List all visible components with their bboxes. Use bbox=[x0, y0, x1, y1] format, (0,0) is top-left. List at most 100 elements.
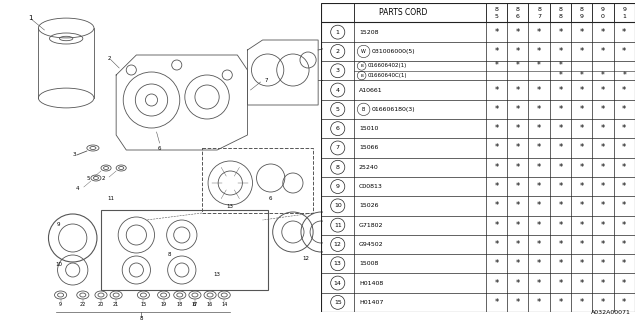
Text: *: * bbox=[495, 85, 499, 94]
Text: 4: 4 bbox=[336, 88, 340, 92]
Text: *: * bbox=[537, 47, 541, 56]
Text: 20: 20 bbox=[98, 302, 104, 308]
Text: 01660640C(1): 01660640C(1) bbox=[367, 73, 407, 78]
Text: *: * bbox=[558, 143, 563, 152]
Text: 12: 12 bbox=[334, 242, 342, 247]
Text: *: * bbox=[558, 28, 563, 37]
Text: *: * bbox=[537, 143, 541, 152]
Text: *: * bbox=[622, 221, 627, 230]
Text: *: * bbox=[495, 182, 499, 191]
Text: 016606180(3): 016606180(3) bbox=[371, 107, 415, 112]
Text: 5: 5 bbox=[495, 14, 499, 19]
Text: 17: 17 bbox=[192, 302, 198, 308]
Text: *: * bbox=[516, 201, 520, 210]
Text: 5: 5 bbox=[86, 175, 90, 180]
Text: 8: 8 bbox=[168, 252, 171, 258]
Text: *: * bbox=[601, 71, 605, 80]
Text: *: * bbox=[622, 71, 626, 80]
Text: *: * bbox=[495, 105, 499, 114]
Text: *: * bbox=[537, 259, 541, 268]
Text: 19: 19 bbox=[161, 302, 166, 308]
Text: *: * bbox=[601, 85, 605, 94]
Text: *: * bbox=[537, 182, 541, 191]
Text: 9: 9 bbox=[59, 302, 62, 308]
Text: 6: 6 bbox=[193, 302, 196, 308]
Text: *: * bbox=[558, 278, 563, 288]
Text: *: * bbox=[558, 221, 563, 230]
Text: *: * bbox=[537, 298, 541, 307]
Text: *: * bbox=[580, 259, 584, 268]
Text: 12: 12 bbox=[303, 255, 310, 260]
Text: 031006000(5): 031006000(5) bbox=[371, 49, 415, 54]
Text: *: * bbox=[516, 28, 520, 37]
Text: 15066: 15066 bbox=[359, 146, 378, 150]
Text: 4: 4 bbox=[76, 186, 79, 190]
Text: 10: 10 bbox=[56, 262, 63, 268]
Text: 15026: 15026 bbox=[359, 203, 378, 208]
Text: *: * bbox=[558, 240, 563, 249]
Text: *: * bbox=[495, 124, 499, 133]
Text: 6: 6 bbox=[269, 196, 273, 201]
Text: 9: 9 bbox=[57, 222, 60, 228]
Text: *: * bbox=[622, 240, 627, 249]
Text: *: * bbox=[495, 61, 499, 70]
Text: 2: 2 bbox=[108, 55, 111, 60]
Text: *: * bbox=[601, 221, 605, 230]
Text: 8: 8 bbox=[537, 7, 541, 12]
Text: *: * bbox=[580, 105, 584, 114]
Text: 9: 9 bbox=[580, 14, 584, 19]
Text: 14: 14 bbox=[334, 281, 342, 285]
Text: *: * bbox=[516, 47, 520, 56]
Text: *: * bbox=[558, 47, 563, 56]
Text: *: * bbox=[559, 71, 563, 80]
Text: A032A00071: A032A00071 bbox=[591, 310, 630, 315]
Text: *: * bbox=[622, 28, 627, 37]
Text: *: * bbox=[622, 143, 627, 152]
Bar bbox=[101, 210, 268, 290]
Text: *: * bbox=[495, 28, 499, 37]
Text: 21: 21 bbox=[113, 302, 119, 308]
Text: 15208: 15208 bbox=[359, 30, 378, 35]
Text: *: * bbox=[516, 61, 520, 70]
Text: 9: 9 bbox=[622, 7, 626, 12]
Text: 13: 13 bbox=[334, 261, 342, 266]
Text: *: * bbox=[516, 278, 520, 288]
Text: G71802: G71802 bbox=[359, 223, 383, 228]
Text: *: * bbox=[516, 182, 520, 191]
Text: *: * bbox=[601, 163, 605, 172]
Text: 9: 9 bbox=[336, 184, 340, 189]
Text: *: * bbox=[601, 28, 605, 37]
Text: *: * bbox=[622, 105, 627, 114]
Text: *: * bbox=[601, 259, 605, 268]
Text: 8: 8 bbox=[336, 165, 340, 170]
Text: 8: 8 bbox=[559, 7, 563, 12]
Text: *: * bbox=[537, 278, 541, 288]
Text: 8: 8 bbox=[559, 14, 563, 19]
Bar bbox=[202, 148, 313, 213]
Text: *: * bbox=[601, 201, 605, 210]
Text: *: * bbox=[601, 105, 605, 114]
Text: *: * bbox=[580, 163, 584, 172]
Text: *: * bbox=[558, 105, 563, 114]
Text: *: * bbox=[495, 240, 499, 249]
Text: 1: 1 bbox=[28, 15, 33, 21]
Text: 22: 22 bbox=[80, 302, 86, 308]
Text: *: * bbox=[537, 124, 541, 133]
Text: 2: 2 bbox=[336, 49, 340, 54]
Text: 6: 6 bbox=[516, 14, 520, 19]
Text: 3: 3 bbox=[336, 68, 340, 73]
Text: 6: 6 bbox=[336, 126, 340, 131]
Text: *: * bbox=[601, 298, 605, 307]
Text: *: * bbox=[537, 163, 541, 172]
Text: *: * bbox=[580, 221, 584, 230]
Text: 7: 7 bbox=[537, 14, 541, 19]
Text: *: * bbox=[537, 105, 541, 114]
Text: 0: 0 bbox=[601, 14, 605, 19]
Text: 25240: 25240 bbox=[359, 165, 379, 170]
Text: 8: 8 bbox=[516, 7, 520, 12]
Text: 1: 1 bbox=[336, 30, 340, 35]
Text: *: * bbox=[580, 85, 584, 94]
Text: 15010: 15010 bbox=[359, 126, 378, 131]
Text: G94502: G94502 bbox=[359, 242, 383, 247]
Text: *: * bbox=[580, 71, 584, 80]
